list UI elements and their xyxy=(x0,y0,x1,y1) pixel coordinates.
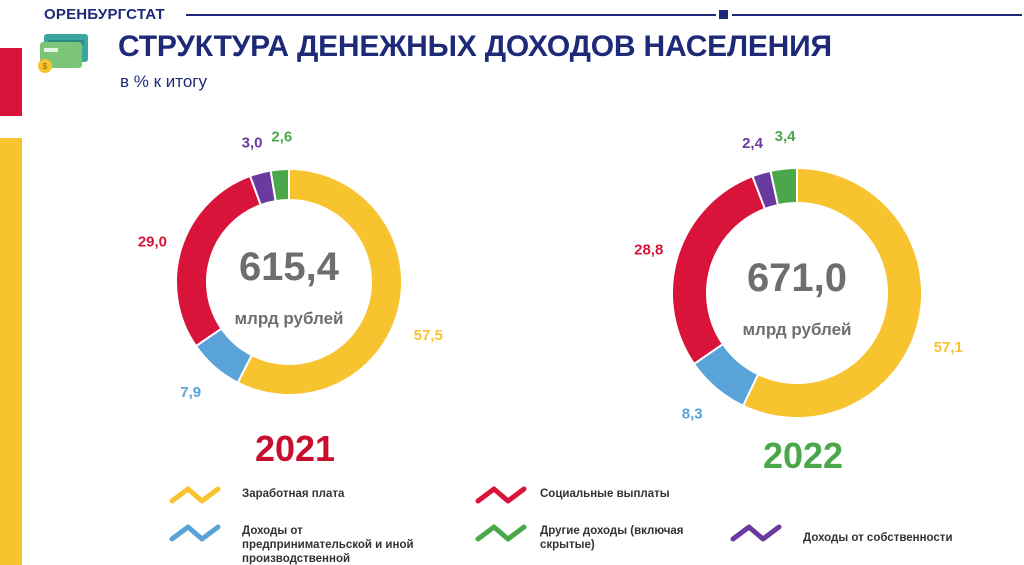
left-accent-bar-red xyxy=(0,48,22,116)
page-title: СТРУКТУРА ДЕНЕЖНЫХ ДОХОДОВ НАСЕЛЕНИЯ xyxy=(118,30,832,63)
legend-swatch-icon xyxy=(475,524,527,542)
slice-data-label: 2,4 xyxy=(742,135,764,152)
header-rule xyxy=(186,14,716,16)
slice-data-label: 7,9 xyxy=(180,384,201,401)
donut-slice xyxy=(269,167,290,203)
slice-data-label: 29,0 xyxy=(138,233,167,250)
legend-label: Заработная плата xyxy=(242,488,344,500)
legend-label: Другие доходы (включая скрытые) xyxy=(540,525,684,551)
center-total-unit: млрд рублей xyxy=(234,309,343,328)
header-rule-right xyxy=(732,14,1022,16)
donut-chart-2022: 57,1 8,3 28,8 2,4 3,4 671,0 млрд рублей 2022 xyxy=(634,128,963,476)
header-square-marker xyxy=(719,10,728,19)
page-subtitle: в % к итогу xyxy=(120,72,208,91)
legend-item: Социальные выплаты xyxy=(475,486,670,504)
center-total-value: 615,4 xyxy=(239,245,340,289)
donut-chart-2021: 57,5 7,9 29,0 3,0 2,6 615,4 млрд рублей 2021 xyxy=(138,128,443,469)
svg-text:$: $ xyxy=(43,62,48,71)
legend-swatch-icon xyxy=(169,486,221,504)
left-accent-bar-yellow xyxy=(0,138,22,565)
year-label: 2022 xyxy=(763,435,843,476)
legend-item: Доходы от предпринимательской и иной про… xyxy=(169,524,414,565)
legend-item: Другие доходы (включая скрытые) xyxy=(475,524,684,551)
slice-data-label: 8,3 xyxy=(682,405,703,422)
brand-name: ОРЕНБУРГСТАТ xyxy=(44,6,165,23)
legend-swatch-icon xyxy=(730,524,782,542)
slice-data-label: 2,6 xyxy=(271,128,292,145)
money-card-icon: $ xyxy=(38,34,88,73)
center-total-value: 671,0 xyxy=(747,256,847,300)
center-total-unit: млрд рублей xyxy=(742,320,851,339)
legend-item: Заработная плата xyxy=(169,486,344,504)
year-label: 2021 xyxy=(255,428,335,469)
legend-item: Доходы от собственности xyxy=(730,524,953,544)
legend-label: Доходы от предпринимательской и иной про… xyxy=(242,525,414,565)
slice-data-label: 3,0 xyxy=(242,135,263,152)
donut-slice xyxy=(236,167,403,396)
legend-label: Социальные выплаты xyxy=(540,488,670,500)
donut-slice xyxy=(741,166,923,419)
slice-data-label: 57,1 xyxy=(934,339,963,356)
donut-slice xyxy=(769,166,798,207)
legend-swatch-icon xyxy=(169,524,221,542)
legend-swatch-icon xyxy=(475,486,527,504)
slice-data-label: 28,8 xyxy=(634,242,663,259)
slice-data-label: 57,5 xyxy=(414,327,443,344)
legend-label: Доходы от собственности xyxy=(803,532,953,544)
slice-data-label: 3,4 xyxy=(775,128,797,145)
